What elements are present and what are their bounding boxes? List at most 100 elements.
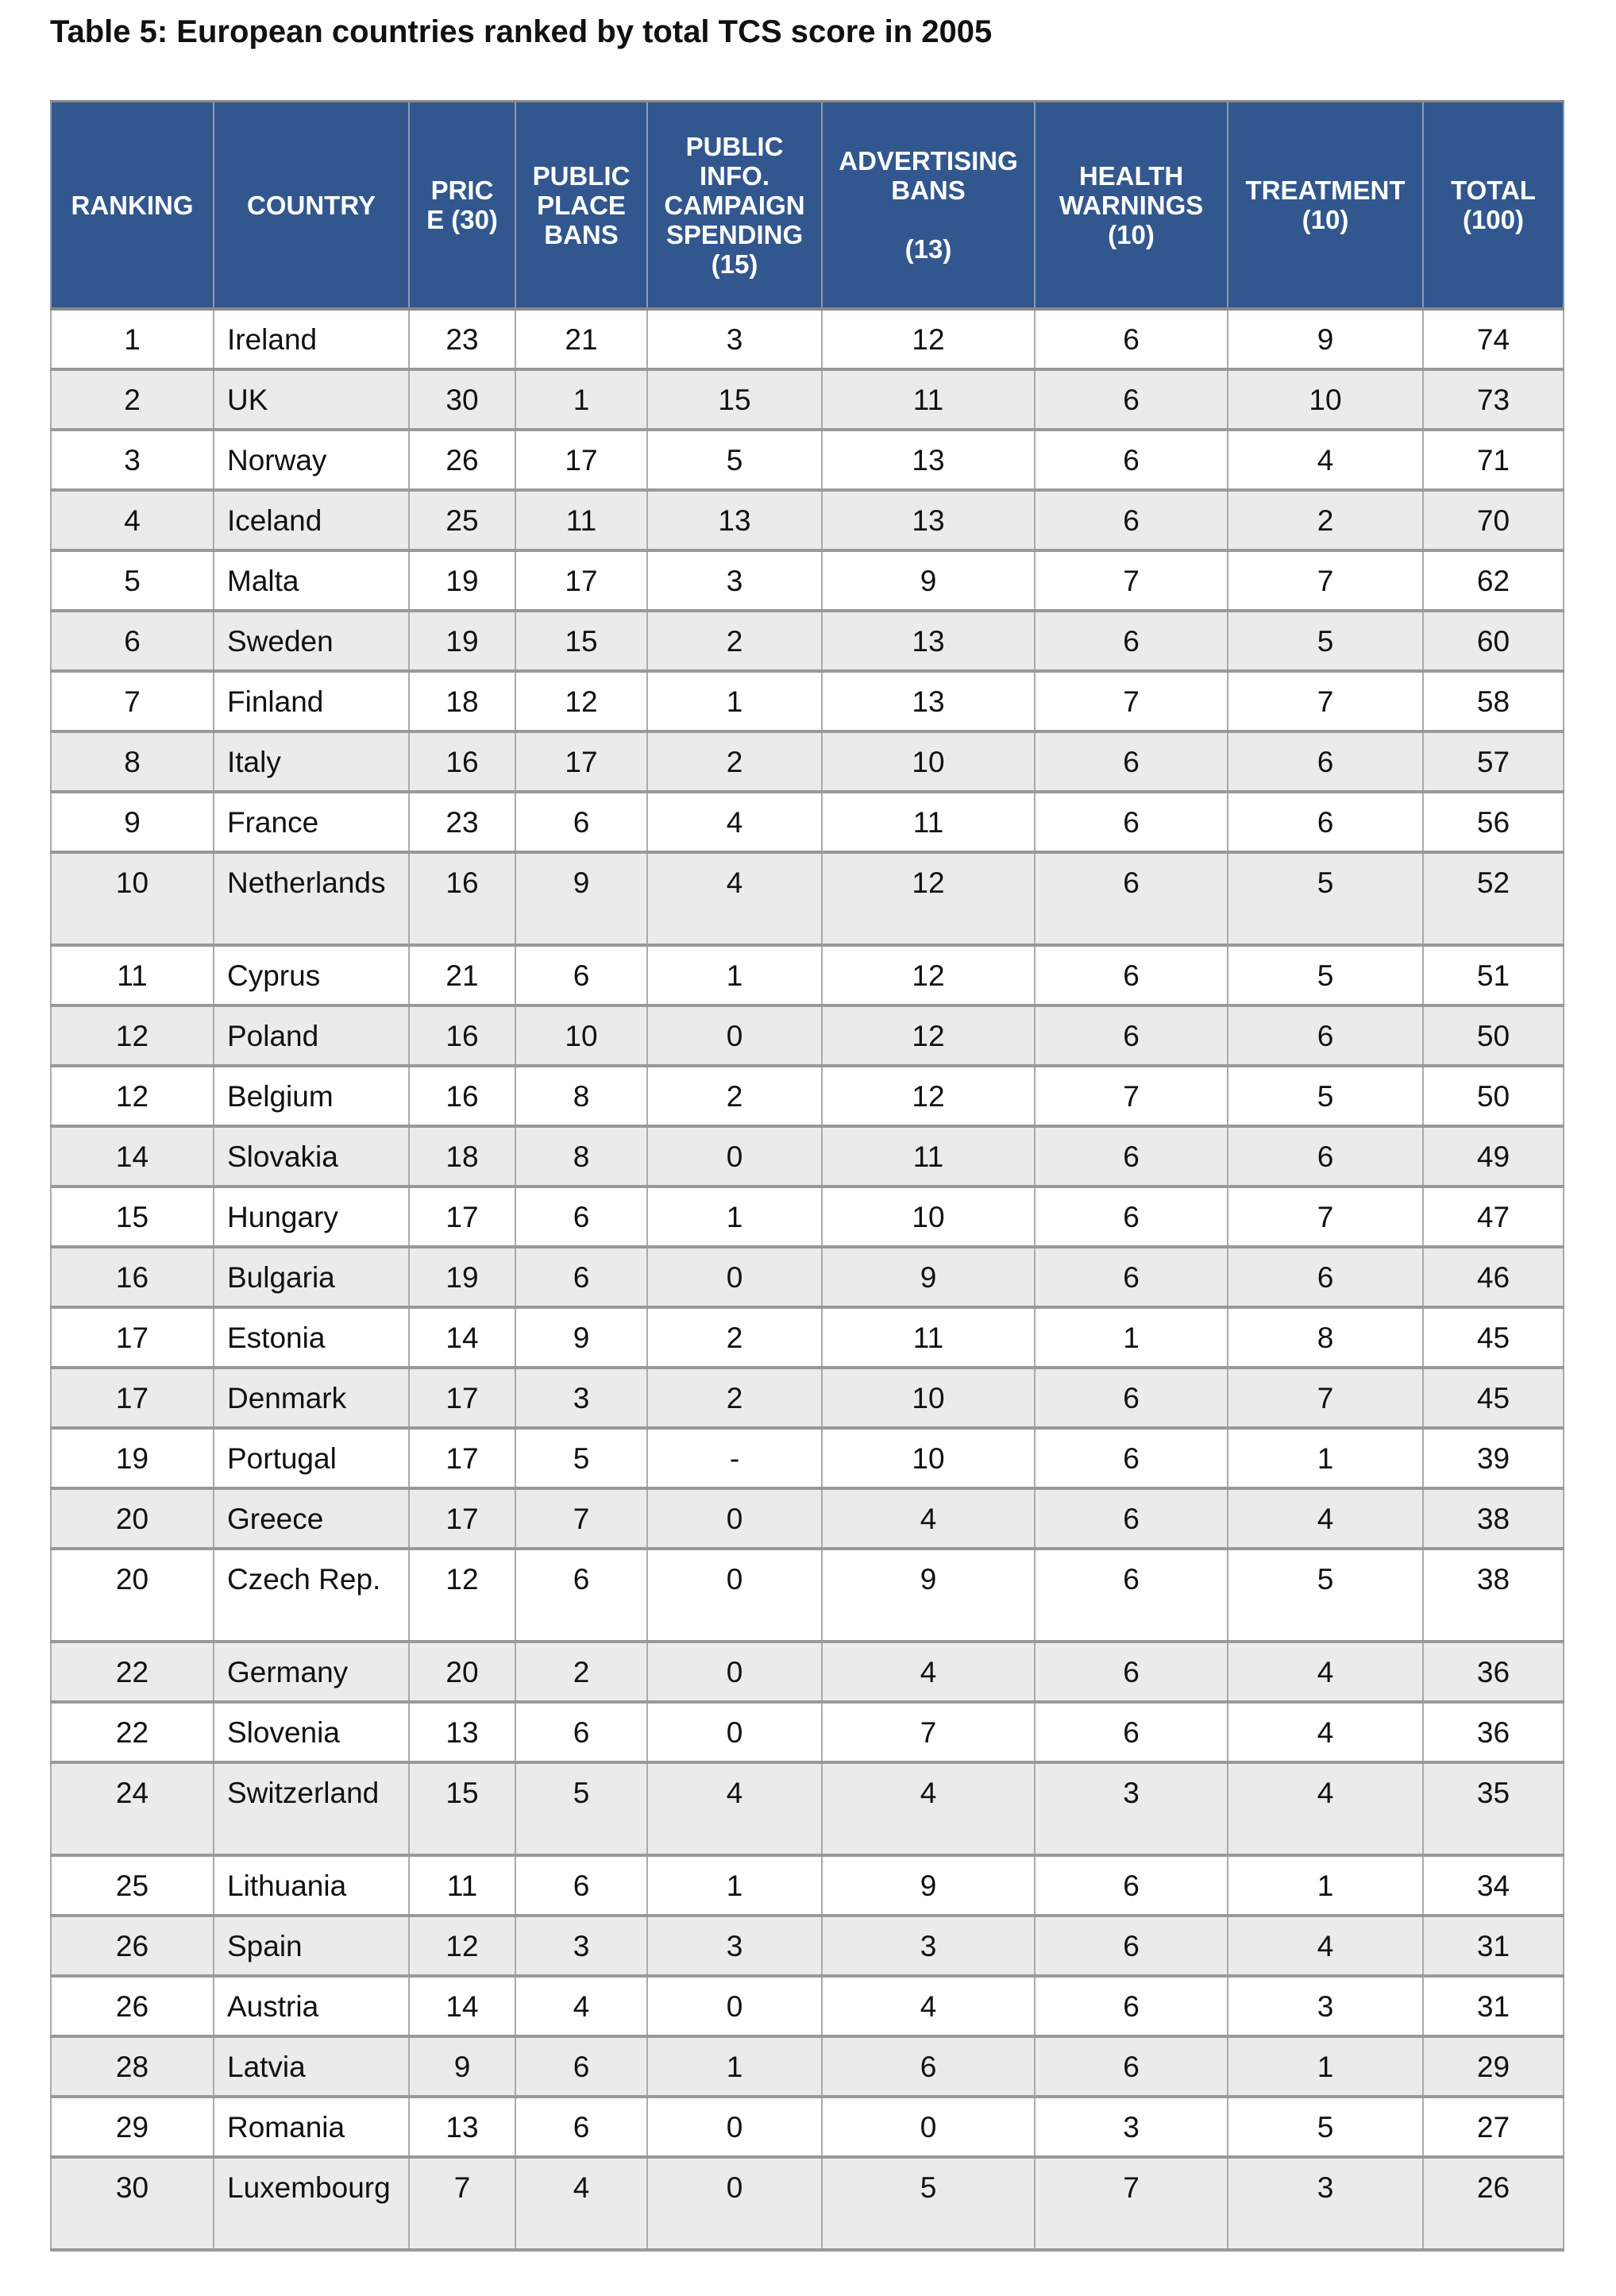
cell-country: Latvia	[213, 2036, 410, 2098]
cell-ranking: 19	[50, 1428, 214, 1490]
cell-treatment: 9	[1227, 309, 1424, 371]
cell-total: 36	[1422, 1702, 1564, 1764]
cell-public-info-campaign: 3	[646, 309, 823, 371]
cell-public-info-campaign: 2	[646, 611, 823, 673]
cell-public-info-campaign: 2	[646, 1066, 823, 1128]
cell-treatment: 1	[1227, 1428, 1424, 1490]
cell-health-warnings: 6	[1034, 1642, 1228, 1704]
cell-country: Germany	[213, 1642, 410, 1704]
cell-ranking: 8	[50, 731, 214, 793]
table-row: 11 Cyprus 21 6 1 12 6 5 51	[50, 945, 1564, 1007]
cell-total: 57	[1422, 731, 1564, 793]
cell-ranking: 5	[50, 550, 214, 612]
cell-public-info-campaign: 5	[646, 430, 823, 492]
cell-price: 16	[408, 852, 516, 947]
cell-public-place-bans: 9	[515, 852, 648, 947]
table-row: 26 Austria 14 4 0 4 6 3 31	[50, 1976, 1564, 2038]
header-line: PUBLIC	[532, 160, 631, 191]
cell-price: 23	[408, 792, 516, 854]
cell-treatment: 4	[1227, 430, 1424, 492]
cell-advertising-bans: 11	[821, 369, 1036, 431]
cell-price: 18	[408, 1126, 516, 1188]
cell-advertising-bans: 10	[821, 1428, 1036, 1490]
cell-public-info-campaign: 0	[646, 1549, 823, 1643]
table-row: 20 Greece 17 7 0 4 6 4 38	[50, 1488, 1564, 1550]
cell-price: 17	[408, 1368, 516, 1430]
header-line: (10)	[1108, 219, 1155, 249]
cell-ranking: 25	[50, 1855, 214, 1917]
header-line: INFO.	[700, 160, 769, 191]
cell-treatment: 7	[1227, 671, 1424, 733]
cell-advertising-bans: 3	[821, 1916, 1036, 1978]
cell-country: Finland	[213, 671, 410, 733]
header-line: COUNTRY	[247, 190, 376, 220]
cell-public-place-bans: 8	[515, 1126, 648, 1188]
cell-price: 19	[408, 550, 516, 612]
cell-advertising-bans: 0	[821, 2097, 1036, 2159]
cell-advertising-bans: 12	[821, 1005, 1036, 1067]
cell-public-info-campaign: 0	[646, 2097, 823, 2159]
cell-public-place-bans: 5	[515, 1762, 648, 1857]
cell-ranking: 28	[50, 2036, 214, 2098]
table-row: 6 Sweden 19 15 2 13 6 5 60	[50, 611, 1564, 673]
cell-ranking: 22	[50, 1702, 214, 1764]
cell-public-info-campaign: 0	[646, 1976, 823, 2038]
cell-advertising-bans: 5	[821, 2157, 1036, 2252]
table-row: 14 Slovakia 18 8 0 11 6 6 49	[50, 1126, 1564, 1188]
cell-treatment: 1	[1227, 1855, 1424, 1917]
cell-total: 31	[1422, 1976, 1564, 2038]
cell-health-warnings: 6	[1034, 2036, 1228, 2098]
cell-public-place-bans: 9	[515, 1307, 648, 1369]
table-row: 9 France 23 6 4 11 6 6 56	[50, 792, 1564, 854]
cell-country: Hungary	[213, 1187, 410, 1248]
table-row: 17 Estonia 14 9 2 11 1 8 45	[50, 1307, 1564, 1369]
cell-ranking: 3	[50, 430, 214, 492]
cell-public-place-bans: 5	[515, 1428, 648, 1490]
cell-ranking: 16	[50, 1247, 214, 1309]
cell-total: 34	[1422, 1855, 1564, 1917]
cell-health-warnings: 3	[1034, 1762, 1228, 1857]
cell-advertising-bans: 12	[821, 945, 1036, 1007]
header-line: PRIC	[430, 176, 494, 205]
cell-advertising-bans: 12	[821, 1066, 1036, 1128]
cell-advertising-bans: 10	[821, 1187, 1036, 1248]
cell-health-warnings: 6	[1034, 1488, 1228, 1550]
cell-country: Estonia	[213, 1307, 410, 1369]
cell-advertising-bans: 10	[821, 731, 1036, 793]
table-row: 20 Czech Rep. 12 6 0 9 6 5 38	[50, 1549, 1564, 1643]
column-header-public-info-campaign: PUBLIC INFO. CAMPAIGN SPENDING (15)	[646, 100, 823, 311]
cell-public-place-bans: 1	[515, 369, 648, 431]
cell-public-info-campaign: 0	[646, 1005, 823, 1067]
cell-treatment: 7	[1227, 550, 1424, 612]
cell-public-place-bans: 3	[515, 1368, 648, 1430]
cell-advertising-bans: 13	[821, 430, 1036, 492]
cell-advertising-bans: 6	[821, 2036, 1036, 2098]
cell-advertising-bans: 13	[821, 490, 1036, 552]
cell-country: Switzerland	[213, 1762, 410, 1857]
cell-country: Portugal	[213, 1428, 410, 1490]
cell-public-info-campaign: 0	[646, 1247, 823, 1309]
cell-ranking: 7	[50, 671, 214, 733]
cell-public-info-campaign: 15	[646, 369, 823, 431]
cell-public-place-bans: 4	[515, 1976, 648, 2038]
cell-public-info-campaign: 4	[646, 792, 823, 854]
cell-total: 39	[1422, 1428, 1564, 1490]
cell-advertising-bans: 4	[821, 1762, 1036, 1857]
cell-price: 14	[408, 1976, 516, 2038]
cell-country: Luxembourg	[213, 2157, 410, 2252]
cell-country: Sweden	[213, 611, 410, 673]
cell-price: 23	[408, 309, 516, 371]
cell-ranking: 26	[50, 1976, 214, 2038]
cell-public-info-campaign: 2	[646, 1368, 823, 1430]
cell-ranking: 12	[50, 1005, 214, 1067]
cell-advertising-bans: 4	[821, 1642, 1036, 1704]
cell-price: 7	[408, 2157, 516, 2252]
cell-treatment: 5	[1227, 2097, 1424, 2159]
cell-total: 27	[1422, 2097, 1564, 2159]
cell-public-info-campaign: 3	[646, 1916, 823, 1978]
cell-country: Spain	[213, 1916, 410, 1978]
cell-total: 49	[1422, 1126, 1564, 1188]
cell-ranking: 12	[50, 1066, 214, 1128]
cell-treatment: 6	[1227, 792, 1424, 854]
cell-country: Italy	[213, 731, 410, 793]
